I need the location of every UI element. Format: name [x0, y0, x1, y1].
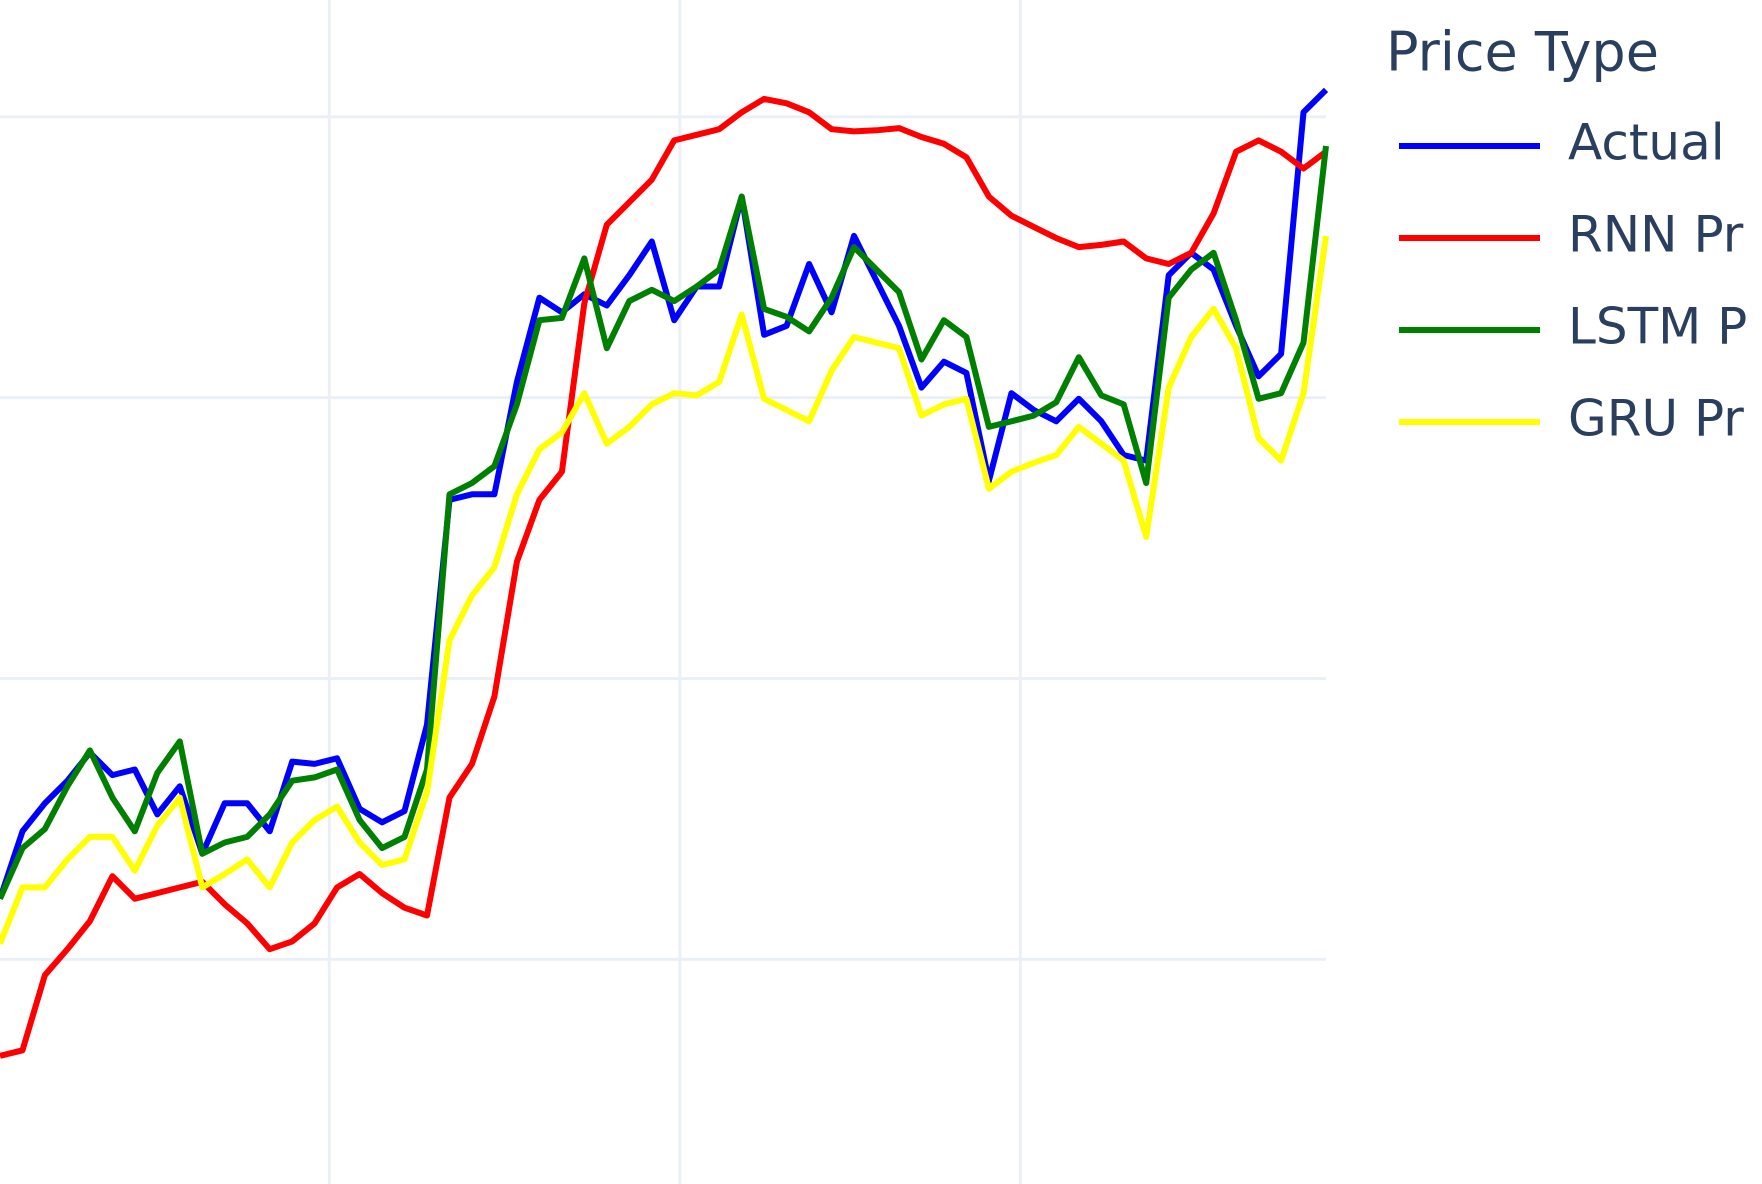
series-line: [0, 235, 1329, 945]
series-line: [0, 87, 1329, 900]
grid: [0, 0, 1326, 1184]
legend-label: RNN Pr: [1568, 206, 1744, 264]
legend: Price Type Actual RNN Pr LSTM P GRU Pr: [1386, 21, 1747, 448]
plot-lines: [0, 87, 1329, 1059]
series-line: [0, 145, 1329, 900]
legend-label: GRU Pr: [1568, 390, 1744, 448]
legend-title: Price Type: [1386, 21, 1659, 84]
legend-label: LSTM P: [1568, 298, 1747, 356]
series-line: [0, 95, 1328, 1059]
legend-label: Actual: [1568, 114, 1725, 172]
